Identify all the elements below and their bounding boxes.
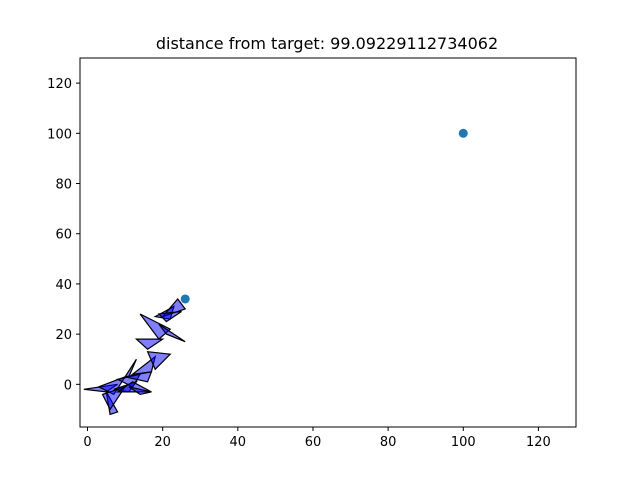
x-tick-label: 40 (230, 435, 247, 450)
chart-title: distance from target: 99.09229112734062 (156, 34, 498, 53)
triangle-shape (139, 313, 172, 340)
data-point (180, 294, 190, 304)
x-tick-label: 80 (380, 435, 397, 450)
polygon-layer (83, 298, 187, 416)
y-tick-label: 60 (55, 228, 72, 243)
y-tick-label: 120 (47, 77, 72, 92)
y-axis: 0 20 40 60 80 100 120 (47, 77, 80, 393)
y-tick-label: 0 (64, 378, 72, 393)
triangle-shape (158, 323, 186, 343)
y-tick-label: 80 (55, 178, 72, 193)
point-layer (180, 128, 468, 304)
triangle-shape (146, 350, 172, 371)
axes-frame (79, 57, 577, 428)
triangle-shape (128, 386, 152, 396)
y-tick-label: 20 (55, 328, 72, 343)
x-tick-label: 20 (154, 435, 171, 450)
y-tick-label: 100 (47, 127, 72, 142)
x-tick-label: 100 (451, 435, 476, 450)
triangle-shape (115, 381, 152, 393)
x-tick-label: 0 (83, 435, 91, 450)
x-axis: 0 20 40 60 80 100 120 (83, 427, 551, 450)
triangle-shape (124, 371, 153, 383)
triangle-shape (157, 310, 182, 323)
triangle-shape (97, 375, 127, 396)
x-tick-label: 120 (526, 435, 551, 450)
x-tick-label: 60 (305, 435, 322, 450)
triangle-shape (134, 338, 165, 350)
data-point (458, 128, 468, 138)
y-tick-label: 40 (55, 278, 72, 293)
